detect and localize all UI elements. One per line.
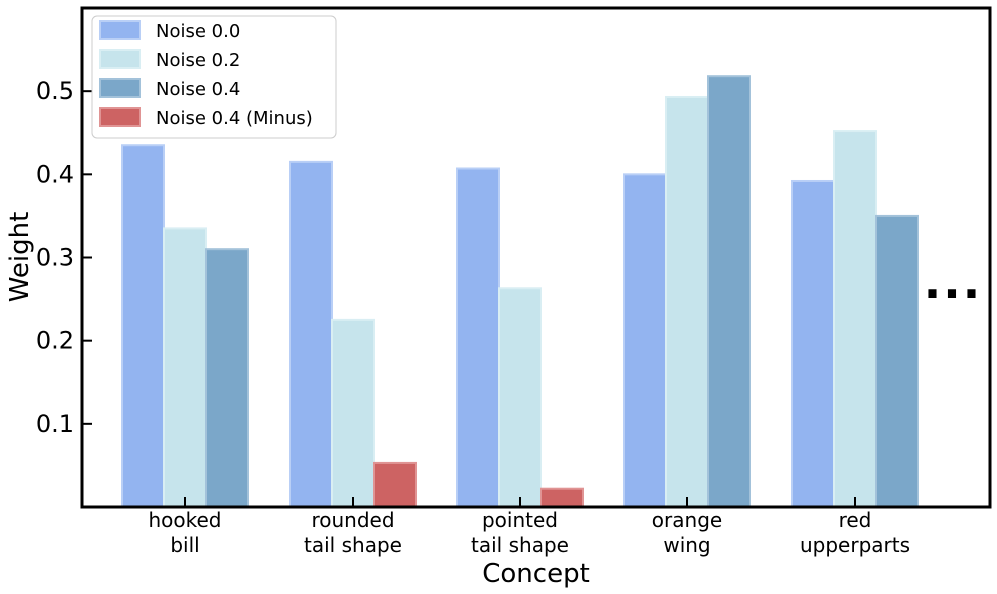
continuation-marker: ... xyxy=(924,255,982,309)
bar-s2-c4 xyxy=(875,214,919,509)
bar-s1-c0 xyxy=(163,227,207,508)
y-tick-label: 0.1 xyxy=(36,410,74,438)
bar-s0-c1 xyxy=(289,160,333,508)
bar-s1-c1 xyxy=(331,318,375,508)
legend-label: Noise 0.2 xyxy=(156,50,240,71)
bar-s2-c3 xyxy=(707,75,751,509)
bar-s0-c4 xyxy=(791,179,835,508)
bars-layer xyxy=(121,75,919,509)
legend-swatch xyxy=(99,107,141,127)
x-tick-label: rounded tail shape xyxy=(304,508,402,557)
legend-swatch xyxy=(99,20,141,40)
legend-label: Noise 0.4 (Minus) xyxy=(156,108,313,129)
bar-s1-c3 xyxy=(665,95,709,508)
legend-swatch xyxy=(99,49,141,69)
axes-layer: 0.1 0.2 0.3 0.4 0.5 hooked bill rounded tail sha… xyxy=(36,6,992,557)
bar-s0-c2 xyxy=(456,167,500,509)
legend-label: Noise 0.0 xyxy=(156,21,240,42)
x-tick-label: hooked bill xyxy=(148,508,221,557)
bar-s1-c2 xyxy=(498,287,542,508)
legend-swatch xyxy=(99,78,141,98)
bar-s2-c0 xyxy=(205,248,249,509)
bar-s3-c2 xyxy=(540,487,584,509)
x-tick-label: orange wing xyxy=(652,508,722,557)
bar-s0-c0 xyxy=(121,144,165,508)
x-tick-label: pointed tail shape xyxy=(471,508,569,557)
y-tick-label: 0.4 xyxy=(36,160,74,188)
bar-s3-c1 xyxy=(373,461,417,508)
x-axis-title: Concept xyxy=(482,559,590,589)
legend-frame xyxy=(91,15,337,139)
bar-s1-c4 xyxy=(833,130,877,508)
x-tick-label: red upperparts xyxy=(800,508,910,557)
legend: Noise 0.0 Noise 0.2 Noise 0.4 Noise 0.4 (Mi… xyxy=(91,15,337,139)
y-tick-label: 0.5 xyxy=(36,77,74,105)
y-tick-label: 0.3 xyxy=(36,244,74,272)
legend-label: Noise 0.4 xyxy=(156,79,240,100)
y-axis-title: Weight xyxy=(5,212,35,303)
y-tick-label: 0.2 xyxy=(36,327,74,355)
bar-s0-c3 xyxy=(623,173,667,508)
